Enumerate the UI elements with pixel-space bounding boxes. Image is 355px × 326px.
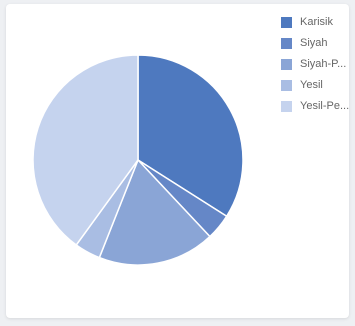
legend-item-3[interactable]: Yesil [281,78,349,92]
legend-swatch-0 [281,16,292,28]
pie-slice-4[interactable] [32,54,139,246]
legend-label-3: Yesil [300,79,323,91]
pie-slice-2[interactable] [98,158,211,266]
legend-label-0: Karisik [300,16,334,28]
legend-item-2[interactable]: Siyah-P... [281,57,349,71]
legend-item-0[interactable]: Karisik [281,15,349,29]
legend: Karisik Siyah Siyah-P... Yesil Yesil-Pe.… [281,15,349,120]
chart-card: Karisik Siyah Siyah-P... Yesil Yesil-Pe.… [6,4,349,318]
pie-slices [32,54,244,266]
legend-item-1[interactable]: Siyah [281,36,349,50]
legend-swatch-1 [281,37,292,49]
legend-item-4[interactable]: Yesil-Pe... [281,99,349,113]
legend-swatch-2 [281,58,292,70]
pie-chart [32,54,244,266]
legend-swatch-3 [281,79,292,91]
legend-swatch-4 [281,100,292,112]
legend-label-1: Siyah [300,37,328,49]
legend-label-2: Siyah-P... [300,58,347,70]
legend-label-4: Yesil-Pe... [300,100,349,112]
